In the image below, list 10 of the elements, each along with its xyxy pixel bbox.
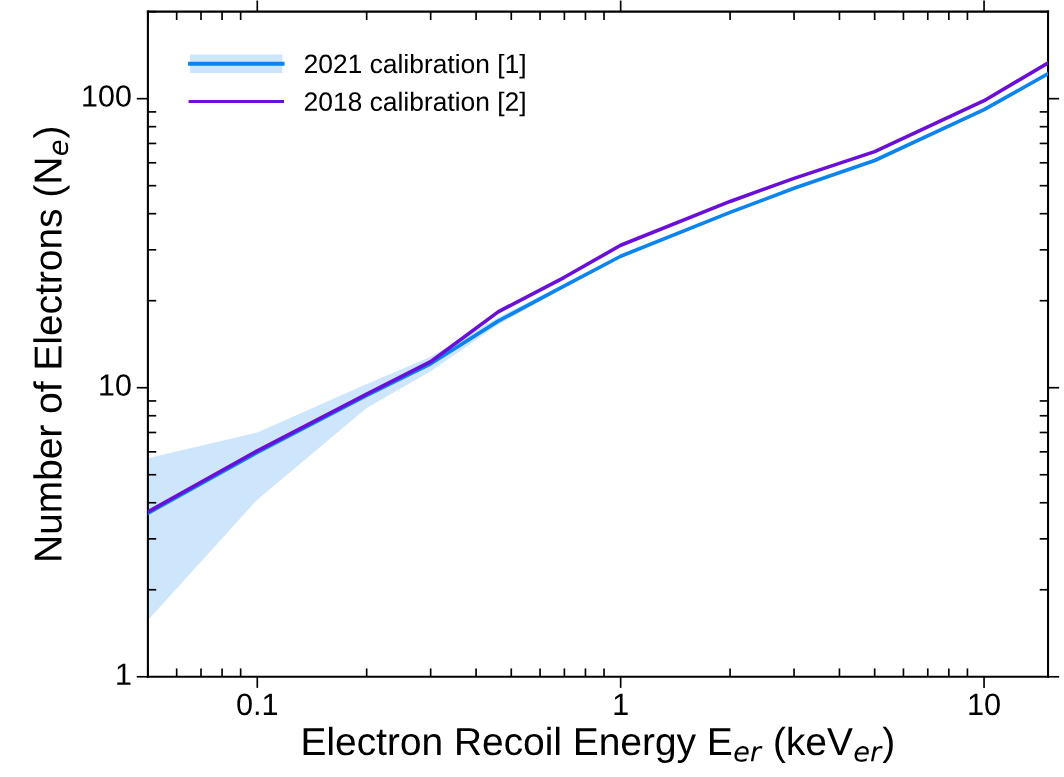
x-axis-title: Electron Recoil Energy E$_{er}$ (keV$_{er}$): [303, 726, 893, 764]
y-tick-label: 1: [117, 663, 131, 685]
x-tick-label: 1: [614, 693, 628, 715]
y-tick-label: 10: [100, 374, 131, 396]
legend-label: 2021 calibration [1]: [304, 53, 525, 79]
x-tick-label: 10: [969, 693, 1000, 716]
y-tick-label: 100: [83, 85, 131, 107]
x-tick-label: 0.1: [237, 693, 278, 716]
legend-label: 2018 calibration [2]: [304, 91, 525, 117]
y-axis-title: Number of Electrons (N$_{e}$): [33, 127, 70, 560]
